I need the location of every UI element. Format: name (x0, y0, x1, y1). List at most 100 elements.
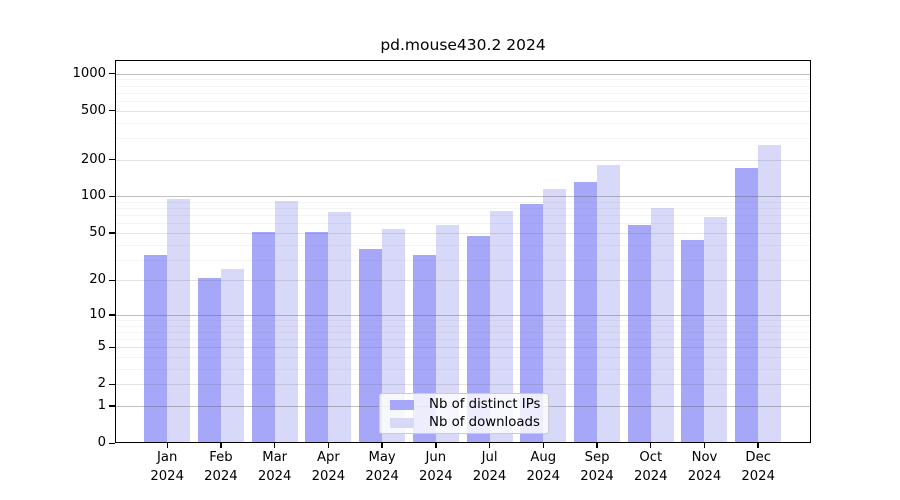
month-label: Feb (209, 450, 233, 465)
y-axis-tick-label-200: 200 (80, 151, 106, 167)
gridline-70 (115, 215, 811, 217)
y-axis-tick-label-0: 0 (97, 435, 106, 451)
gridline-300 (115, 137, 811, 139)
bar-distinct-ips-aug (520, 203, 544, 444)
gridline-6 (115, 339, 811, 341)
month-label: Aug (530, 450, 557, 465)
y-tick-mark-2 (109, 383, 115, 386)
bar-downloads-aug (543, 188, 567, 444)
gridline-2 (115, 384, 811, 386)
x-axis-tick-label-jul: Jul 2024 (458, 449, 522, 486)
bar-distinct-ips-oct (627, 225, 651, 444)
bar-distinct-ips-may (359, 248, 383, 444)
x-axis-tick-label-jun: Jun 2024 (404, 449, 468, 486)
year-label: 2024 (257, 468, 292, 484)
x-axis-tick-label-mar: Mar 2024 (243, 449, 307, 486)
year-label: 2024 (472, 468, 507, 484)
y-tick-mark-1 (109, 405, 115, 407)
gridline-600 (115, 100, 811, 102)
legend-swatch-downloads (390, 417, 414, 428)
x-tick-mark-apr (327, 443, 330, 448)
x-axis-tick-label-sep: Sep 2024 (565, 449, 629, 486)
gridline-500 (115, 110, 811, 112)
month-label: Mar (262, 450, 288, 465)
gridline-50 (115, 232, 811, 234)
chart-title: pd.mouse430.2 2024 (380, 36, 546, 54)
x-tick-mark-jan (166, 443, 168, 448)
x-axis-tick-label-apr: Apr 2024 (296, 449, 360, 486)
gridline-9 (115, 320, 811, 322)
bar-downloads-jan (167, 199, 191, 444)
gridline-8 (115, 325, 811, 327)
y-tick-mark-5 (109, 346, 115, 349)
bar-distinct-ips-jan (144, 254, 168, 444)
y-axis-tick-label-2: 2 (97, 376, 106, 392)
x-tick-mark-mar (273, 443, 276, 448)
x-tick-mark-oct (650, 443, 652, 448)
gridline-800 (115, 85, 811, 87)
x-axis-tick-label-oct: Oct 2024 (619, 449, 683, 486)
y-tick-mark-100 (109, 195, 115, 198)
bar-downloads-dec (758, 144, 782, 444)
year-label: 2024 (419, 468, 453, 484)
x-axis-tick-label-feb: Feb 2024 (189, 449, 253, 486)
bar-distinct-ips-dec (735, 168, 759, 444)
year-label: 2024 (365, 468, 399, 484)
bar-distinct-ips-nov (681, 239, 705, 444)
legend-item-distinct-ips: Nb of distinct IPs (386, 396, 542, 412)
gridline-900 (115, 79, 811, 81)
y-tick-mark-200 (109, 158, 115, 161)
x-axis-tick-label-jan: Jan 2024 (135, 449, 199, 486)
legend-label-distinct-ips: Nb of distinct IPs (429, 396, 541, 412)
year-label: 2024 (741, 468, 775, 484)
bar-downloads-jul (489, 210, 513, 444)
gridline-4 (115, 357, 811, 359)
x-tick-mark-nov (703, 443, 706, 448)
y-tick-mark-500 (109, 110, 115, 112)
gridline-10 (115, 314, 811, 316)
bar-downloads-mar (274, 200, 298, 444)
x-tick-mark-dec (757, 443, 759, 448)
month-label: Jan (157, 450, 178, 465)
y-axis-tick-label-1: 1 (97, 398, 106, 414)
x-tick-mark-jul (488, 443, 491, 448)
month-label: Oct (639, 450, 663, 465)
month-label: Sep (584, 450, 610, 465)
gridline-20 (115, 280, 811, 282)
year-label: 2024 (687, 468, 722, 484)
bar-downloads-may (382, 228, 406, 444)
year-label: 2024 (204, 468, 238, 484)
month-label: Apr (316, 450, 340, 465)
y-axis-tick-label-5: 5 (97, 339, 106, 355)
month-label: Nov (691, 450, 718, 465)
y-axis-tick-label-50: 50 (89, 224, 106, 240)
month-label: May (368, 450, 396, 465)
legend: Nb of distinct IPs Nb of downloads (379, 393, 549, 434)
y-axis-tick-label-500: 500 (80, 102, 106, 118)
y-tick-mark-20 (109, 279, 115, 282)
gridline-100 (115, 196, 811, 198)
gridline-90 (115, 201, 811, 203)
legend-label-downloads: Nb of downloads (429, 414, 540, 430)
y-axis-tick-label-100: 100 (80, 188, 106, 204)
bar-distinct-ips-sep (574, 182, 598, 444)
y-axis-tick-label-20: 20 (89, 272, 106, 288)
gridline-1000 (115, 73, 811, 75)
gridline-30 (115, 259, 811, 261)
x-tick-mark-feb (220, 443, 222, 448)
gridline-700 (115, 92, 811, 94)
gridline-400 (115, 122, 811, 124)
bar-downloads-oct (650, 207, 674, 444)
month-label: Jul (481, 450, 498, 465)
bar-downloads-sep (597, 165, 621, 444)
year-label: 2024 (150, 468, 184, 484)
gridline-3 (115, 369, 811, 371)
bar-distinct-ips-apr (305, 231, 329, 444)
month-label: Jun (425, 450, 447, 465)
x-axis-tick-label-nov: Nov 2024 (672, 449, 736, 486)
y-tick-mark-10 (109, 314, 115, 316)
x-axis-tick-label-dec: Dec 2024 (726, 449, 790, 486)
x-axis-tick-label-may: May 2024 (350, 449, 414, 486)
legend-item-downloads: Nb of downloads (386, 414, 542, 430)
